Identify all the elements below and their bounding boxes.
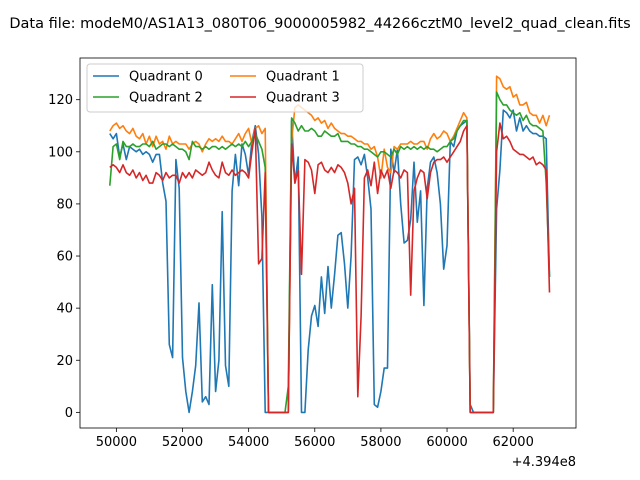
y-axis: 0 20 40 60 80 100 120 — [48, 93, 80, 421]
y-tick-label: 20 — [56, 354, 73, 369]
x-axis: 50000 52000 54000 56000 58000 60000 62000 — [96, 428, 534, 450]
series-line-quadrant-3 — [109, 122, 551, 414]
legend: Quadrant 0 Quadrant 1 Quadrant 2 Quadrant 3 — [86, 63, 364, 113]
x-tick-label: 58000 — [360, 435, 401, 450]
x-tick-label: 62000 — [492, 435, 533, 450]
legend-box — [86, 63, 364, 113]
chart-title: Data file: modeM0/AS1A13_080T06_90000059… — [9, 16, 630, 32]
plot-frame — [79, 57, 577, 429]
x-tick-label: 52000 — [162, 435, 203, 450]
legend-label-quadrant-3: Quadrant 3 — [266, 91, 340, 106]
x-tick-label: 60000 — [426, 435, 467, 450]
x-tick-label: 56000 — [294, 435, 335, 450]
y-tick-label: 80 — [56, 197, 73, 212]
y-tick-label: 0 — [65, 406, 73, 421]
plot-area — [80, 58, 576, 428]
y-tick-label: 100 — [48, 145, 73, 160]
x-tick-label: 50000 — [96, 435, 137, 450]
y-tick-label: 60 — [56, 250, 73, 265]
y-tick-label: 120 — [48, 93, 73, 108]
series-layer — [109, 75, 551, 414]
y-tick-label: 40 — [56, 302, 73, 317]
x-axis-offset-label: +4.394e8 — [512, 455, 576, 470]
legend-label-quadrant-2: Quadrant 2 — [129, 91, 203, 106]
legend-label-quadrant-1: Quadrant 1 — [266, 70, 340, 85]
legend-label-quadrant-0: Quadrant 0 — [129, 70, 203, 85]
x-tick-label: 54000 — [228, 435, 269, 450]
